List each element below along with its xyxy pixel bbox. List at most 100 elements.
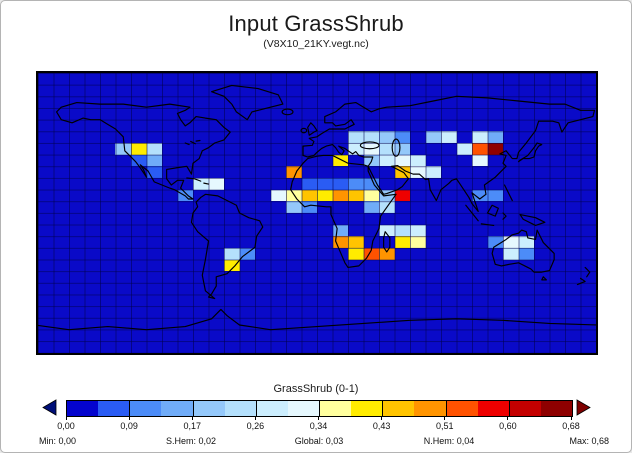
map-cell: [363, 131, 379, 143]
map-cell: [193, 178, 209, 190]
map-cell: [503, 248, 519, 260]
colorbar-tick: [128, 416, 130, 420]
map-cell: [348, 131, 364, 143]
map-cell: [472, 143, 488, 155]
colorbar-tick-label: 0,68: [562, 421, 580, 431]
map-cell: [394, 131, 410, 143]
colorbar-segment: [477, 401, 509, 416]
map-cell: [332, 154, 348, 167]
page-subtitle: (V8X10_21KY.vegt.nc): [263, 38, 369, 50]
colorbar-tick-label: 0,17: [183, 421, 202, 431]
map-cell: [363, 178, 379, 190]
colorbar-tick: [191, 416, 193, 420]
colorbar-segment: [192, 401, 225, 416]
map-cell: [317, 178, 333, 190]
stat-global: Global: 0,03: [294, 436, 344, 446]
colorbar-left-arrow-icon: [42, 399, 57, 416]
map-cell: [425, 131, 441, 143]
map-cell: [146, 166, 162, 178]
map-cell: [410, 166, 426, 178]
map-cell: [286, 166, 302, 178]
map-cell: [394, 154, 410, 167]
summary-stats: Min: 0,00 S.Hem: 0,02 Global: 0,03 N.Hem…: [1, 436, 631, 448]
map-cell: [410, 236, 426, 248]
map-cell: [286, 189, 302, 202]
colorbar-segment: [98, 401, 130, 416]
colorbar-tick-label: 0,26: [246, 421, 265, 431]
map-cell: [332, 178, 348, 190]
map-cell: [379, 131, 395, 143]
map-cell: [131, 143, 147, 155]
map-cell: [363, 248, 379, 260]
map-cell: [363, 201, 379, 213]
colorbar-tick: [318, 416, 319, 420]
map-cell: [348, 189, 364, 202]
colorbar-segment: [351, 401, 383, 416]
map-cell: [301, 178, 317, 190]
colorbar-tick: [570, 416, 572, 420]
colorbar-tick-label: 0,34: [309, 421, 328, 431]
colorbar-segment: [224, 401, 256, 416]
colorbar-tick: [254, 416, 256, 420]
map-cell: [239, 248, 255, 260]
map-cell: [332, 224, 348, 237]
map-cell: [410, 154, 426, 167]
map-cell: [394, 143, 410, 155]
colorbar-segment: [319, 401, 352, 416]
map-cell: [472, 154, 488, 167]
map-cell: [472, 131, 488, 143]
map-cell: [348, 178, 364, 190]
colorbar-tick-label: 0,60: [499, 421, 517, 431]
map-cell: [394, 166, 410, 178]
colorbar-tick-label: 0,09: [120, 421, 138, 431]
map-cell: [379, 189, 395, 202]
map-cell: [348, 236, 364, 248]
colorbar-segment: [414, 401, 446, 416]
map-cell: [379, 201, 395, 213]
colorbar-tick-label: 0,00: [57, 421, 75, 431]
map-cell: [115, 143, 131, 155]
map-cell: [317, 189, 333, 202]
world-map: [36, 71, 598, 355]
map-cell: [518, 236, 534, 248]
colorbar: [66, 400, 573, 417]
map-cell: [363, 143, 379, 155]
stat-max: Max: 0,68: [569, 436, 609, 446]
map-cell: [332, 189, 348, 202]
colorbar-segment: [382, 401, 415, 416]
stat-nhem: N.Hem: 0,04: [423, 436, 475, 446]
map-cell: [394, 236, 410, 248]
colorbar-segment: [129, 401, 162, 416]
colorbar-segment: [287, 401, 319, 416]
colorbar-tick-labels: 0,00 0,09 0,17 0,26 0,34 0,43 0,51 0,60 0,68: [57, 421, 580, 432]
map-cell: [441, 131, 457, 143]
colorbar-tick: [381, 416, 383, 420]
colorbar-segment: [540, 401, 572, 416]
colorbar-segment: [445, 401, 478, 416]
map-cell: [456, 143, 472, 155]
map-cell: [379, 154, 395, 167]
map-cell: [425, 166, 441, 178]
map-cell: [379, 224, 395, 237]
map-cell: [301, 189, 317, 202]
map-cell: [379, 248, 395, 260]
map-cell: [394, 189, 410, 202]
map-cell: [224, 259, 240, 272]
colorbar-tick-label: 0,43: [372, 421, 391, 431]
map-cell: [472, 189, 488, 202]
page-title: Input GrassShrub: [228, 11, 404, 36]
map-cell: [301, 201, 317, 213]
map-cell: [394, 224, 410, 237]
map-cell: [379, 143, 395, 155]
map-cell: [146, 154, 162, 167]
map-cell: [487, 131, 503, 143]
map-cell: [518, 248, 534, 260]
colorbar-segment: [508, 401, 541, 416]
colorbar-segment: [67, 401, 99, 416]
colorbar-segment: [161, 401, 193, 416]
map-cell: [487, 236, 503, 248]
stat-min: Min: 0,00: [39, 436, 77, 446]
map-cell: [363, 154, 379, 167]
map-cell: [410, 224, 426, 237]
